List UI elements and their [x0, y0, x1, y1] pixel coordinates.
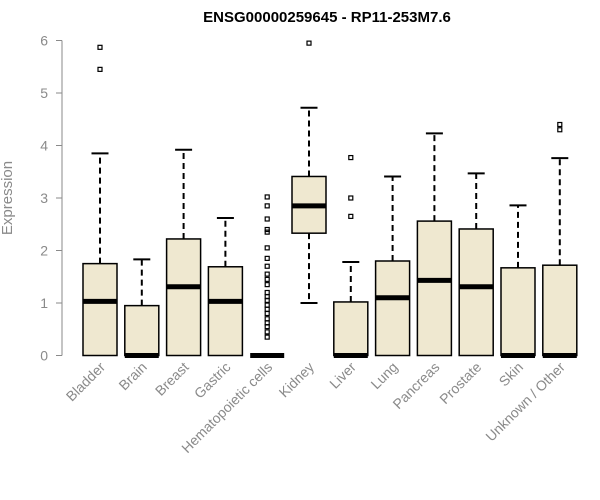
box-prostate — [458, 172, 494, 357]
box-body — [500, 267, 536, 357]
x-tick-label: Skin — [496, 359, 527, 390]
x-tick-label: Unknown / Other — [482, 359, 568, 445]
outlier-point — [264, 306, 270, 312]
x-tick-label: Breast — [152, 359, 192, 399]
outlier-point — [264, 302, 270, 308]
x-tick-label: Brain — [115, 359, 149, 393]
box-liver — [333, 154, 369, 358]
y-tick-label: 3 — [40, 190, 48, 206]
outlier-point — [264, 226, 270, 233]
box-body — [542, 264, 578, 357]
chart-title: ENSG00000259645 - RP11-253M7.6 — [203, 9, 451, 26]
outlier-point — [264, 194, 270, 200]
y-tick-label: 6 — [40, 33, 48, 49]
box-pancreas — [416, 132, 453, 357]
box-breast — [165, 148, 202, 357]
box-lung — [374, 175, 411, 357]
y-tick-label: 5 — [40, 85, 48, 101]
outlier-point — [264, 289, 270, 296]
outlier-point — [557, 127, 563, 133]
outlier-point — [348, 154, 354, 161]
outlier-point — [348, 195, 354, 201]
outlier-point — [264, 271, 270, 277]
box-bladder — [82, 44, 118, 357]
outlier-point — [97, 66, 103, 72]
box-gastric — [207, 216, 244, 357]
outlier-point — [557, 121, 563, 128]
box-body — [333, 301, 369, 357]
x-tick-label: Prostate — [436, 359, 484, 407]
box-kidney — [291, 40, 327, 304]
outlier-point — [264, 310, 270, 317]
box-body — [165, 238, 202, 357]
outlier-point — [264, 276, 270, 282]
box-series — [82, 40, 578, 358]
outlier-point — [264, 334, 270, 340]
x-tick-label: Bladder — [63, 359, 109, 405]
box-body — [458, 228, 494, 357]
box-brain — [124, 258, 160, 358]
outlier-point — [348, 213, 354, 219]
x-tick-label: Lung — [367, 359, 400, 392]
outlier-point — [264, 203, 270, 209]
y-tick-label: 4 — [40, 138, 48, 154]
y-axis: 0 1 2 3 4 5 6 — [40, 33, 63, 364]
box-body — [207, 266, 244, 357]
outlier-point — [264, 245, 270, 251]
outlier-point — [264, 255, 270, 261]
box-body — [416, 220, 453, 357]
box-hematopoietic-cells — [250, 194, 285, 358]
box-body — [124, 304, 160, 357]
box-unknown-other — [542, 121, 578, 358]
outlier-point — [264, 216, 270, 222]
y-tick-label: 1 — [40, 295, 48, 311]
outlier-point — [264, 263, 270, 269]
x-tick-label: Kidney — [276, 359, 318, 401]
outlier-point — [264, 329, 270, 335]
y-axis-label: Expression — [0, 161, 16, 235]
outlier-point — [97, 44, 103, 50]
outlier-point — [264, 282, 270, 288]
outlier-point — [306, 40, 312, 46]
box-body — [82, 262, 118, 357]
x-tick-label: Liver — [326, 359, 359, 392]
box-body — [374, 260, 411, 357]
y-tick-label: 0 — [40, 348, 48, 364]
box-skin — [500, 204, 536, 358]
outlier-point — [264, 316, 270, 322]
outlier-point — [264, 229, 270, 235]
y-tick-label: 2 — [40, 243, 48, 259]
